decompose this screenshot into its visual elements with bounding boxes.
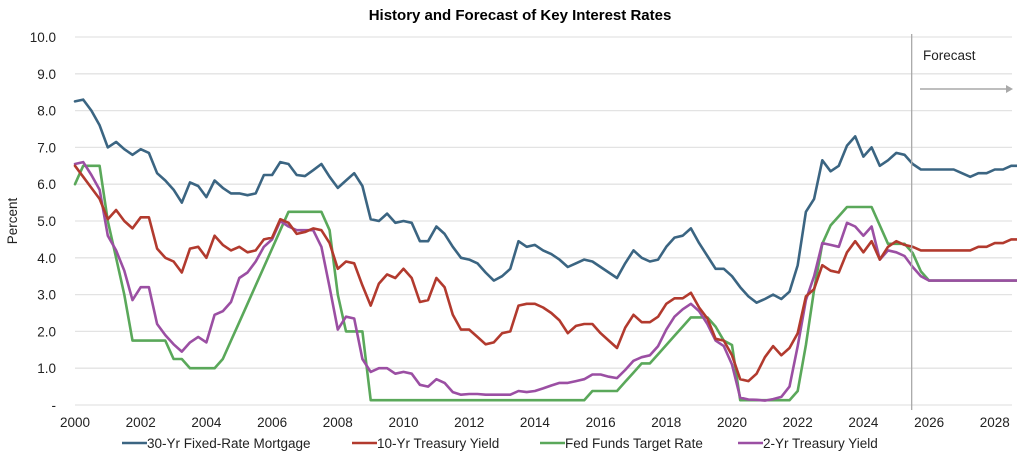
series-lines: [73, 98, 1017, 402]
x-tick-label: 2012: [454, 415, 484, 430]
y-tick-label: 9.0: [37, 67, 56, 82]
y-axis-label: Percent: [5, 197, 20, 244]
series-line-30-yr-fixed-rate-mortgage: [73, 98, 1017, 305]
y-tick-label: 2.0: [37, 324, 56, 339]
x-tick-label: 2024: [848, 415, 879, 430]
x-tick-label: 2004: [191, 415, 222, 430]
x-tick-label: 2010: [388, 415, 418, 430]
x-tick-label: 2022: [783, 415, 813, 430]
legend-label: Fed Funds Target Rate: [565, 436, 703, 451]
x-tick-label: 2014: [520, 415, 551, 430]
legend: 30-Yr Fixed-Rate Mortgage 10-Yr Treasury …: [122, 436, 878, 451]
legend-label: 2-Yr Treasury Yield: [763, 436, 878, 451]
forecast-arrow-head: [1006, 85, 1013, 93]
legend-item: 2-Yr Treasury Yield: [738, 436, 878, 451]
series-line-2-yr-treasury-yield: [73, 160, 1017, 402]
y-tick-label: -: [52, 398, 57, 413]
series-line-10-yr-treasury-yield: [73, 164, 1017, 383]
x-tick-label: 2000: [60, 415, 90, 430]
forecast-arrow-icon: [920, 85, 1013, 93]
y-axis-ticks: - 1.0 2.0 3.0 4.0 5.0 6.0 7.0 8.0 9.0 10.0: [30, 30, 56, 413]
x-tick-label: 2018: [651, 415, 681, 430]
legend-item: Fed Funds Target Rate: [540, 436, 703, 451]
y-tick-label: 5.0: [37, 214, 56, 229]
x-tick-label: 2020: [717, 415, 747, 430]
x-tick-label: 2008: [323, 415, 353, 430]
forecast-label: Forecast: [923, 48, 976, 63]
x-tick-label: 2026: [914, 415, 944, 430]
y-tick-label: 7.0: [37, 140, 56, 155]
legend-item: 30-Yr Fixed-Rate Mortgage: [122, 436, 311, 451]
legend-label: 10-Yr Treasury Yield: [377, 436, 499, 451]
gridlines: [75, 36, 1012, 406]
y-tick-label: 3.0: [37, 288, 56, 303]
legend-label: 30-Yr Fixed-Rate Mortgage: [147, 436, 311, 451]
y-tick-label: 10.0: [30, 30, 56, 45]
x-tick-label: 2016: [586, 415, 616, 430]
x-tick-label: 2006: [257, 415, 287, 430]
legend-item: 10-Yr Treasury Yield: [352, 436, 499, 451]
y-tick-label: 4.0: [37, 251, 56, 266]
chart-title: History and Forecast of Key Interest Rat…: [369, 7, 672, 24]
y-tick-label: 8.0: [37, 104, 56, 119]
x-tick-label: 2028: [980, 415, 1010, 430]
x-tick-label: 2002: [126, 415, 156, 430]
series-line-fed-funds-target-rate: [73, 164, 1017, 402]
y-tick-label: 6.0: [37, 177, 56, 192]
x-axis-ticks: 2000 2002 2004 2006 2008 2010 2012 2014 2016 2018…: [60, 415, 1010, 430]
y-tick-label: 1.0: [37, 361, 56, 376]
forecast-annotation: Forecast: [911, 34, 1013, 410]
